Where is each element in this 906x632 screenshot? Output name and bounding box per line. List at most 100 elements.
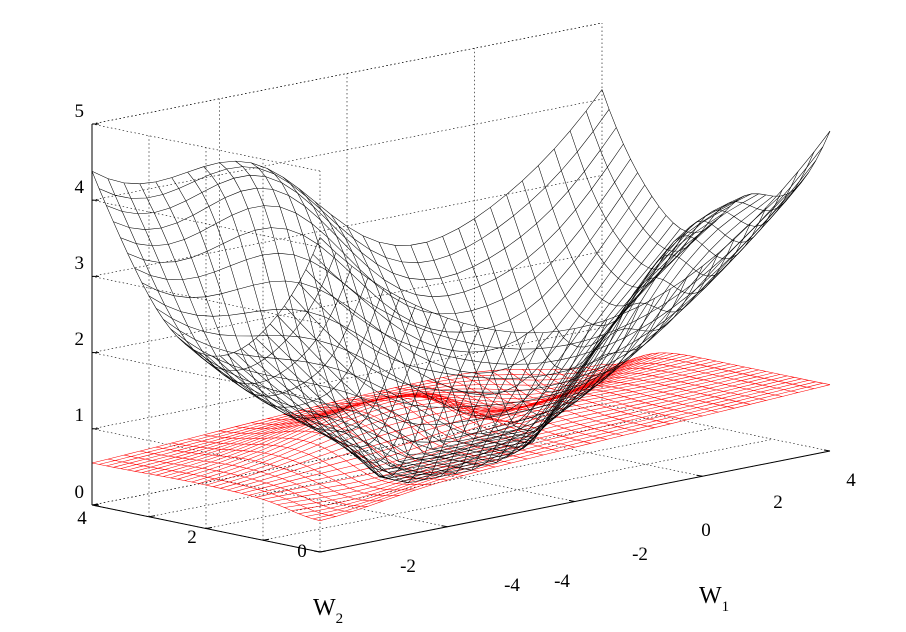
w1-tick [568, 500, 576, 502]
mesh-line [191, 357, 702, 483]
mesh-line [410, 245, 640, 444]
gridline [91, 352, 321, 400]
mesh-line [148, 206, 660, 396]
mesh-line [474, 218, 703, 393]
w1-tick-label: 4 [846, 470, 856, 491]
w2-tick-label: -4 [504, 575, 520, 596]
gridline [205, 427, 717, 529]
mesh-line [91, 364, 603, 464]
black-surface-mesh [91, 89, 831, 484]
mesh-line [312, 146, 824, 350]
mesh-line [490, 207, 719, 370]
mesh-line [553, 148, 783, 288]
mesh-line [490, 370, 719, 413]
mesh-line [106, 363, 617, 467]
mesh-line [191, 231, 702, 462]
mesh-line [203, 166, 432, 448]
mesh-line [99, 364, 610, 465]
w1-axis-label: W1 [699, 583, 729, 615]
mesh-line [203, 434, 432, 486]
mesh-line [91, 89, 603, 246]
mesh-line [98, 109, 610, 264]
gridline [91, 199, 321, 248]
mesh-line [442, 236, 671, 433]
mesh-line [141, 196, 653, 374]
w2-tick-label: 2 [187, 527, 197, 548]
mesh-line [474, 372, 703, 417]
mesh-line [107, 178, 337, 371]
w1-tick [441, 525, 448, 528]
gridline [474, 428, 703, 477]
w1-tick-label: 0 [701, 520, 711, 541]
mesh-line [458, 228, 687, 415]
gridline [91, 123, 321, 172]
mesh-line [241, 193, 752, 482]
mesh-line [184, 356, 695, 481]
mesh-line [187, 171, 416, 432]
mesh-line [538, 165, 767, 307]
mesh-line [378, 391, 607, 440]
box-edge [91, 22, 603, 125]
w1-tick-label: -4 [554, 571, 570, 592]
mesh-line [198, 359, 709, 484]
mesh-line [163, 353, 674, 477]
mesh-line [234, 366, 745, 492]
w2-tick [148, 515, 156, 518]
gridline [262, 438, 774, 541]
mesh-line [378, 241, 608, 454]
mesh-line [522, 180, 751, 327]
mesh-line [586, 357, 815, 389]
z-tick-label: 0 [75, 482, 85, 503]
axes-layer [91, 123, 831, 553]
mesh-line [120, 359, 631, 469]
w1-tick [313, 550, 321, 553]
mesh-line [569, 363, 799, 393]
gridline [91, 175, 603, 277]
mesh-line [585, 110, 815, 252]
w2-tick [262, 538, 270, 541]
mesh-line [106, 127, 617, 281]
z-tick-label: 1 [75, 405, 85, 426]
w2-tick [91, 503, 99, 506]
mesh-line [248, 193, 759, 484]
mesh-line [155, 215, 667, 417]
z-tick-label: 3 [75, 253, 85, 274]
mesh-line [127, 356, 638, 471]
gridline [601, 403, 831, 452]
w1-tick [696, 474, 703, 477]
mesh-line [601, 352, 831, 385]
gridline [219, 479, 448, 528]
mesh-line [522, 369, 751, 405]
mesh-line [426, 242, 655, 439]
mesh-line [177, 231, 688, 450]
w2-tick-label: 4 [77, 508, 87, 529]
mesh-line [569, 130, 799, 270]
gridline [91, 276, 321, 324]
w2-tick-label: 0 [297, 541, 307, 562]
mesh-line [506, 194, 735, 348]
mesh-line [362, 235, 592, 459]
mesh-line [442, 377, 671, 425]
w2-tick-label: -2 [400, 556, 416, 577]
gridline [91, 98, 603, 201]
mesh-line [139, 183, 369, 397]
mesh-line [184, 232, 695, 455]
mesh-line [163, 222, 674, 435]
gridline [91, 251, 603, 353]
gridline [148, 415, 660, 518]
mesh-line [506, 369, 735, 409]
z-tick-label: 5 [75, 101, 85, 122]
w1-tick-label: -2 [632, 544, 648, 565]
mesh-line [601, 89, 831, 234]
w1-tick [823, 449, 831, 452]
w2-tick [205, 527, 213, 529]
mesh-line [120, 158, 631, 315]
z-tick-label: 2 [75, 329, 85, 350]
mesh-line [148, 352, 660, 475]
mesh-line [127, 172, 638, 333]
mesh-line [134, 184, 646, 353]
gridline [346, 454, 576, 502]
mesh-line [234, 195, 745, 481]
red-surface-mesh [91, 352, 831, 521]
